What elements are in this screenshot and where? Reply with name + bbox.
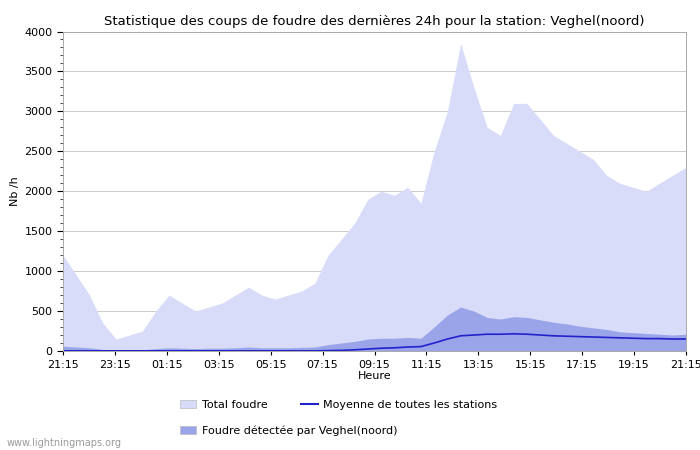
X-axis label: Heure: Heure bbox=[358, 371, 391, 382]
Y-axis label: Nb /h: Nb /h bbox=[10, 176, 20, 206]
Legend: Foudre détectée par Veghel(noord): Foudre détectée par Veghel(noord) bbox=[175, 421, 402, 441]
Title: Statistique des coups de foudre des dernières 24h pour la station: Veghel(noord): Statistique des coups de foudre des dern… bbox=[104, 14, 645, 27]
Text: www.lightningmaps.org: www.lightningmaps.org bbox=[7, 438, 122, 448]
